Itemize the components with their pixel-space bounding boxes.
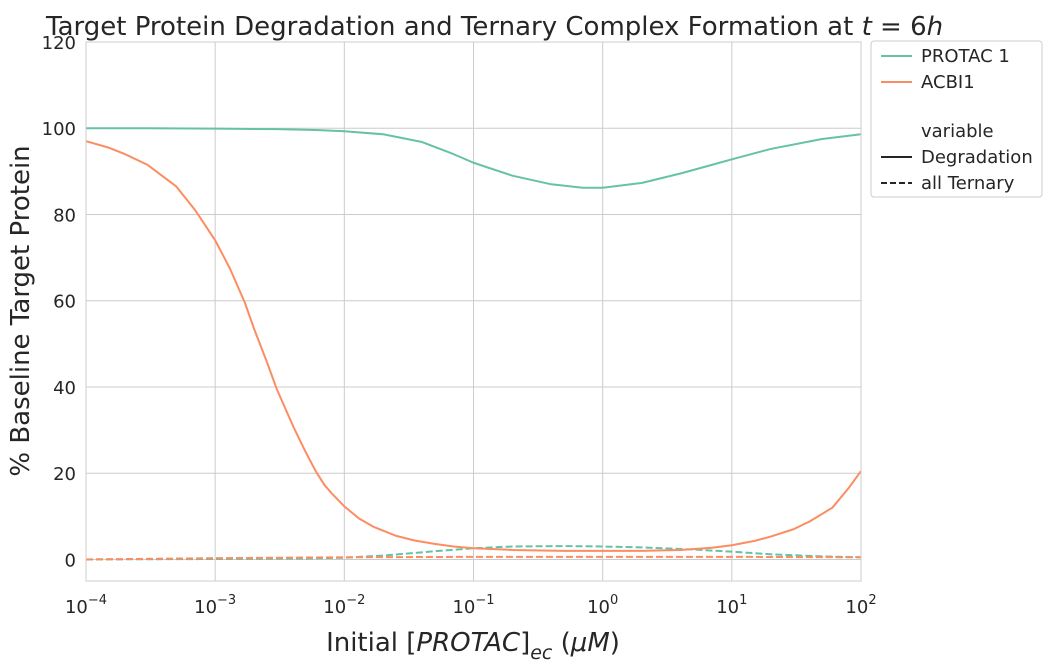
legend: PROTAC 1 ACBI1 variable Degradation all …	[870, 40, 1043, 198]
series-line-protac-1-all-ternary	[85, 545, 862, 561]
tick-labels: 10−4 10−3 10−2 10−1 100 101 102 0 20 40 60 80 100 120	[42, 33, 877, 618]
x-tick-label: 10−1	[452, 593, 494, 618]
x-tick-label: 102	[845, 593, 876, 618]
y-tick-label: 120	[42, 33, 76, 54]
legend-style-title: variable	[921, 121, 994, 142]
legend-label-protac1: PROTAC 1	[921, 46, 1010, 67]
y-tick-label: 20	[53, 464, 76, 485]
series-line-acbi1-degradation	[85, 140, 862, 552]
legend-label-all-ternary: all Ternary	[921, 173, 1015, 194]
legend-label-acbi1: ACBI1	[921, 72, 975, 93]
legend-frame	[870, 40, 1043, 198]
x-tick-label: 100	[587, 593, 618, 618]
x-tick-label: 101	[716, 593, 747, 618]
legend-label-degradation: Degradation	[921, 147, 1033, 168]
x-axis-label: Initial [PROTAC]ec (μM)	[326, 628, 620, 664]
chart-title: Target Protein Degradation and Ternary C…	[45, 12, 943, 42]
series-lines	[85, 127, 862, 561]
y-tick-label: 80	[53, 205, 76, 226]
x-tick-label: 10−3	[194, 593, 236, 618]
series-line-acbi1-all-ternary	[85, 555, 862, 561]
x-tick-label: 10−4	[65, 593, 107, 618]
series-line-protac-1-degradation	[86, 127, 862, 189]
y-tick-label: 100	[42, 119, 76, 140]
y-tick-label: 60	[53, 292, 76, 313]
y-tick-label: 0	[65, 550, 76, 571]
y-axis-label: % Baseline Target Protein	[6, 145, 36, 476]
plot-frame	[85, 41, 862, 582]
x-tick-label: 10−2	[323, 593, 365, 618]
y-tick-label: 40	[53, 378, 76, 399]
